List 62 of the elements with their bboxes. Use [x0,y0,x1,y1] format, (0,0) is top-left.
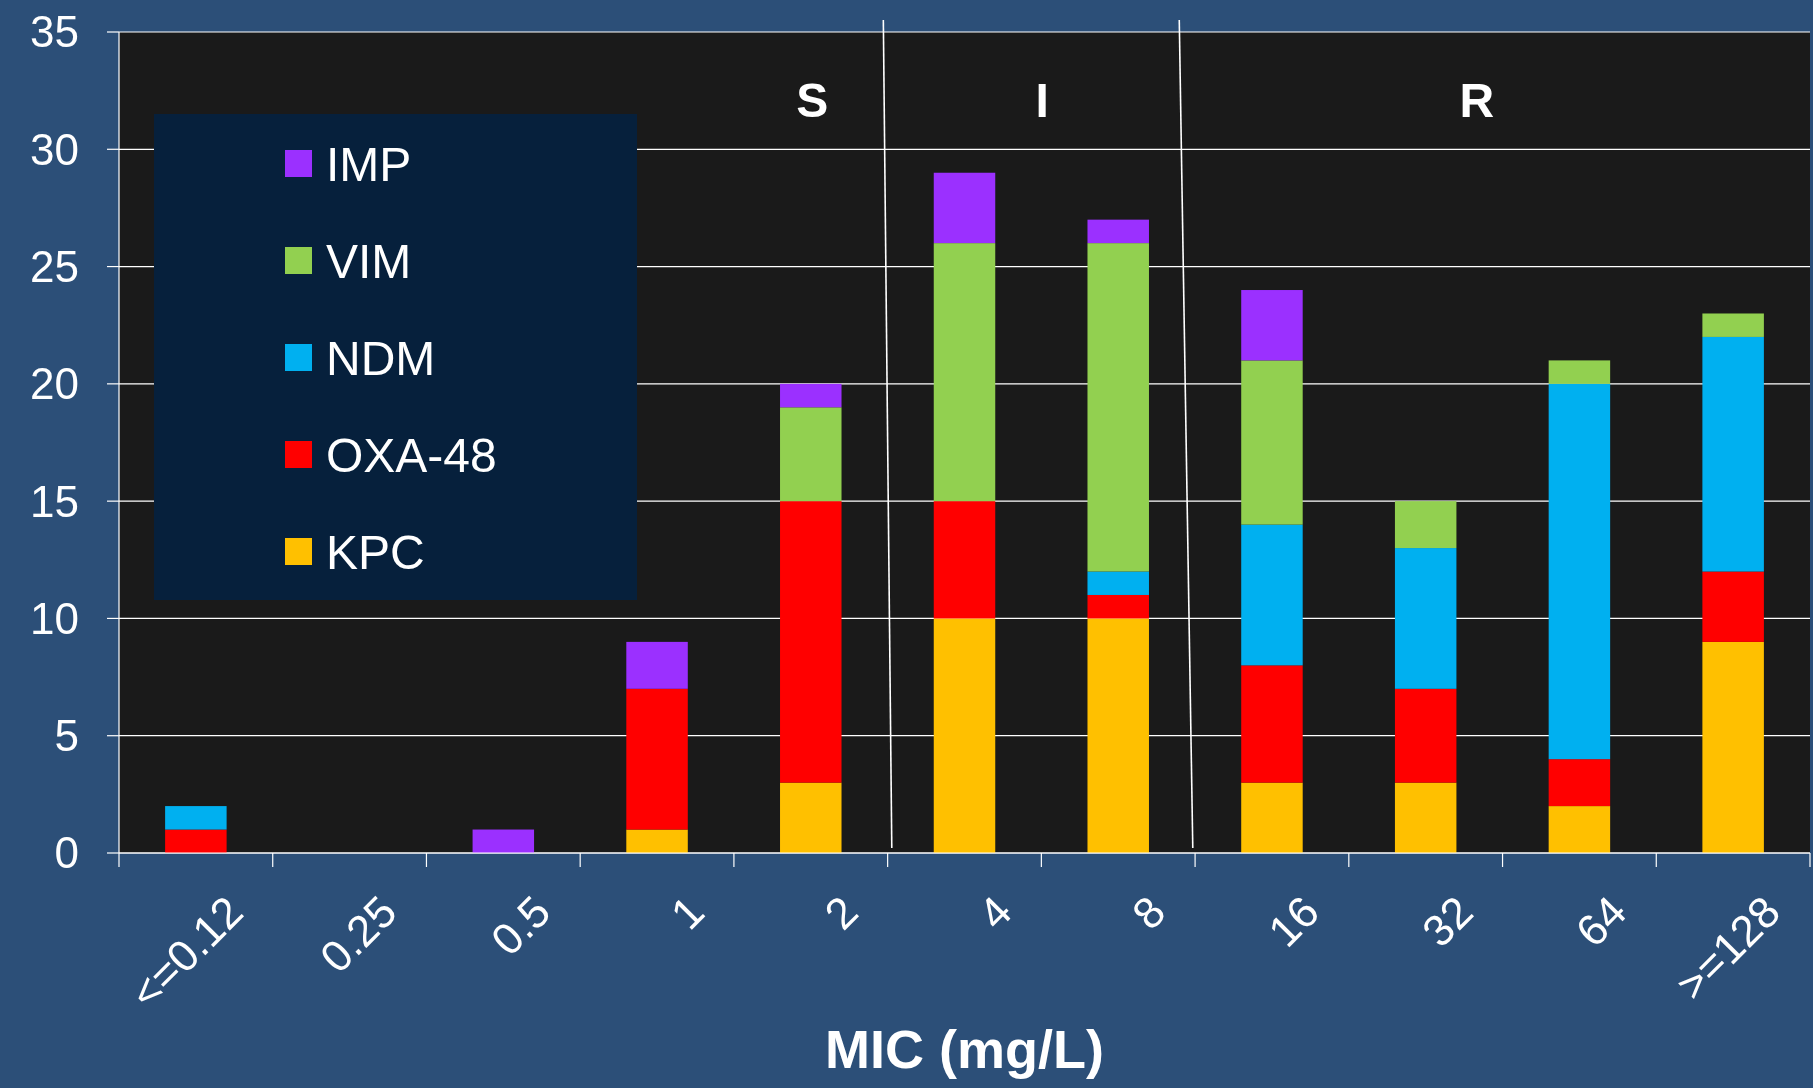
bar [1394,501,1457,549]
bar [165,829,227,853]
x-tick-label: 0.25 [310,886,406,982]
x-tick-label: 4 [968,886,1021,939]
bar [933,501,996,619]
y-tick-label: 5 [54,711,79,761]
y-tick-label: 20 [30,359,79,409]
bar [626,688,688,830]
x-tick-label: 2 [814,886,867,939]
annotation: I [1035,74,1049,127]
bar [1241,782,1303,853]
x-tick-label: 0.5 [481,886,560,965]
bar [1702,336,1764,572]
y-tick-label: 0 [54,828,79,878]
legend-label: KPC [326,525,425,579]
x-tick-label: 16 [1258,886,1329,956]
bar [626,641,688,689]
bar [1087,243,1149,572]
y-tick-label: 35 [30,7,79,57]
bar [1087,594,1149,619]
bar [626,829,688,853]
annotation: S [796,74,829,127]
bar [780,782,842,853]
x-axis-title: MIC (mg/L) [825,1019,1104,1079]
bar [1087,571,1149,595]
bar [1241,290,1303,361]
annotation: R [1459,74,1495,127]
bar [1702,313,1764,337]
bar [780,501,842,783]
bar [1702,641,1764,853]
bar [1087,618,1149,853]
bar [165,806,227,830]
legend-label: IMP [326,137,412,191]
bar [1548,759,1611,807]
bar [1548,360,1611,384]
bar [1241,360,1303,525]
y-tick-label: 15 [30,476,79,526]
bar [933,172,996,244]
x-tick-label: 8 [1122,886,1175,939]
x-tick-label: 1 [661,886,714,939]
x-tick-label: 64 [1566,886,1636,956]
bar [780,407,842,502]
legend-label: VIM [326,234,412,288]
y-tick-label: 10 [30,593,79,643]
y-tick-label: 30 [30,124,79,174]
bar [1087,219,1149,244]
x-tick-label: 32 [1412,886,1482,956]
bar [472,829,535,853]
bar [1394,688,1457,783]
y-tick-label: 25 [30,241,79,291]
bar [1394,548,1457,689]
bar [1548,383,1611,760]
legend-label: OXA-48 [326,428,497,482]
bar [1241,665,1303,783]
bar [1394,782,1457,853]
bar [1548,806,1611,853]
bar [933,618,996,853]
legend-label: NDM [326,331,436,385]
bar [1702,571,1764,642]
bar [780,383,842,408]
bar [933,243,996,502]
bar [1241,524,1303,666]
